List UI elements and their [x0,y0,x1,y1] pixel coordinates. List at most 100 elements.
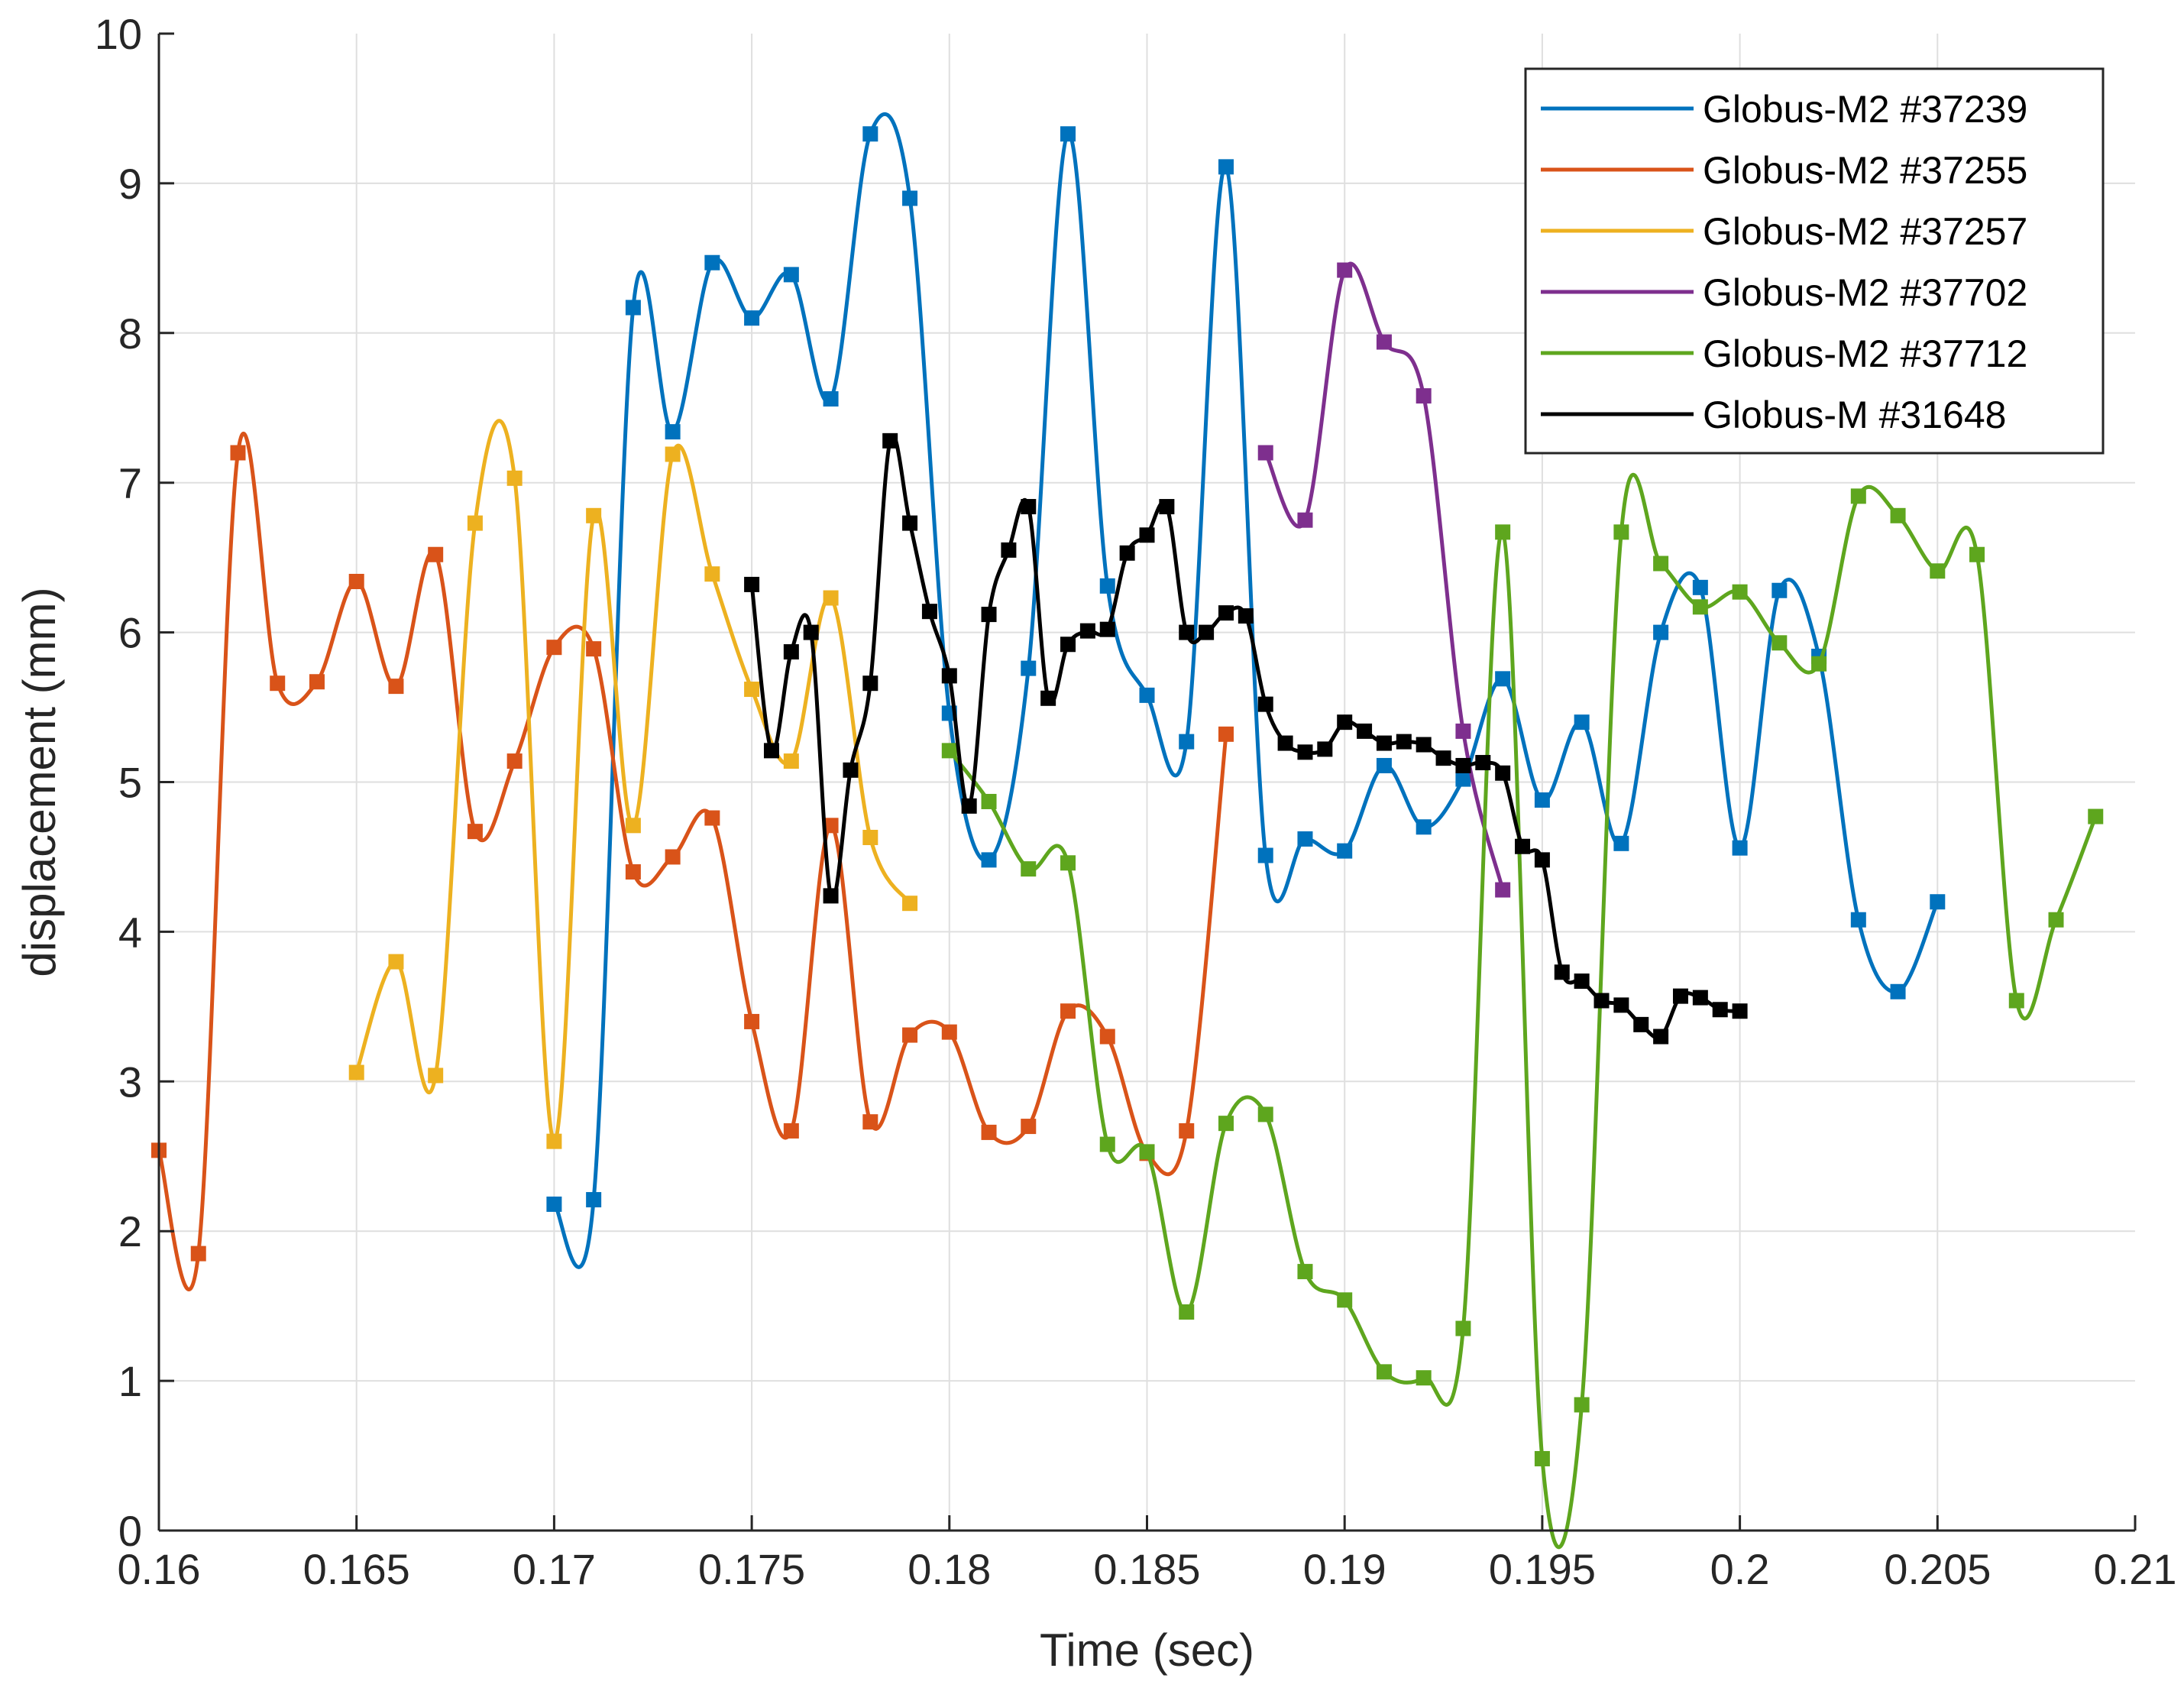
data-point [1633,1016,1649,1032]
legend-label: Globus-M2 #37712 [1703,332,2027,375]
data-point [744,682,760,698]
data-point [1099,621,1115,637]
y-tick-label: 2 [118,1207,142,1255]
x-tick-label: 0.165 [303,1545,410,1593]
y-axis-title: displacement (mm) [14,587,65,977]
data-point [1257,847,1273,863]
x-tick-label: 0.21 [2094,1545,2177,1593]
data-point [1712,1002,1728,1018]
data-point [1337,714,1353,730]
data-point [1613,835,1629,851]
data-point [704,254,720,270]
series-0 [546,112,1946,1269]
data-point [981,607,997,623]
data-point [1376,757,1392,773]
x-tick-label: 0.185 [1093,1545,1200,1593]
data-point [1890,983,1906,999]
data-point [1475,755,1491,771]
data-point [1850,912,1866,928]
data-point [1534,852,1550,868]
data-point [902,190,918,206]
legend: Globus-M2 #37239 Globus-M2 #37255 Globus-M… [1524,67,2105,455]
data-point [1495,882,1511,898]
y-tick-label: 10 [95,10,142,58]
data-point [1297,512,1313,528]
data-point [862,126,878,142]
data-point [1337,843,1353,859]
data-point [506,753,523,769]
data-point [348,573,364,589]
legend-label: Globus-M #31648 [1703,394,2006,436]
data-point [823,390,839,407]
data-point [428,546,444,562]
data-point [1534,792,1550,808]
data-point [1692,599,1708,615]
data-point [1455,723,1471,739]
data-point [1613,997,1629,1013]
data-point [625,864,641,880]
data-point [665,849,681,865]
data-point [1021,861,1037,877]
data-point [1277,735,1293,751]
data-point [1930,563,1946,579]
data-point [190,1246,206,1262]
data-point [1653,624,1669,640]
data-point [1179,624,1195,640]
data-point [586,507,602,523]
x-tick-label: 0.175 [698,1545,805,1593]
data-point [1574,973,1590,990]
data-point [1732,1003,1748,1019]
legend-label: Globus-M2 #37239 [1703,88,2027,131]
data-point [1139,1144,1155,1160]
data-point [704,566,720,582]
data-point [1969,546,1985,562]
data-point [1139,527,1155,543]
series-1 [151,432,1234,1291]
data-point [1811,656,1827,672]
data-point [1594,993,1610,1009]
data-point [823,818,839,834]
data-point [1218,1116,1234,1132]
data-point [1455,771,1471,787]
data-point [1574,714,1590,730]
data-point [546,1133,562,1149]
data-point [1257,1106,1273,1122]
data-point [1435,750,1451,766]
legend-label: Globus-M2 #37257 [1703,210,2027,253]
data-point [1613,524,1629,540]
data-point [1099,1136,1115,1152]
data-point [1574,1397,1590,1413]
data-point [902,515,918,531]
data-point [783,1122,799,1139]
data-point [902,896,918,912]
data-point [1337,262,1353,278]
data-point [1257,445,1273,461]
legend-box [1524,67,2105,455]
data-point [2088,808,2104,824]
data-point [230,445,246,461]
data-point [1396,734,1412,750]
data-point [1534,1450,1550,1466]
series-line [947,472,2098,1550]
y-tick-label: 1 [118,1357,142,1405]
data-point [862,1114,878,1130]
data-point [586,641,602,657]
data-point [902,1027,918,1043]
data-point [1732,840,1748,856]
data-point [744,1013,760,1029]
axes: 0.16 0.165 0.17 0.175 0.18 0.185 0.19 0.195 0.2 0… [95,10,2177,1593]
series-4 [941,472,2104,1550]
y-tick-label: 8 [118,309,142,358]
x-tick-label: 0.16 [118,1545,201,1593]
y-tick-label: 6 [118,609,142,657]
y-tick-label: 4 [118,908,142,956]
data-point [1297,1264,1313,1280]
data-point [1060,855,1076,871]
y-tick-label: 7 [118,459,142,507]
data-point [1495,765,1511,781]
data-point [981,1124,997,1140]
data-point [823,590,839,606]
data-point [1930,894,1946,910]
data-point [1001,542,1017,558]
